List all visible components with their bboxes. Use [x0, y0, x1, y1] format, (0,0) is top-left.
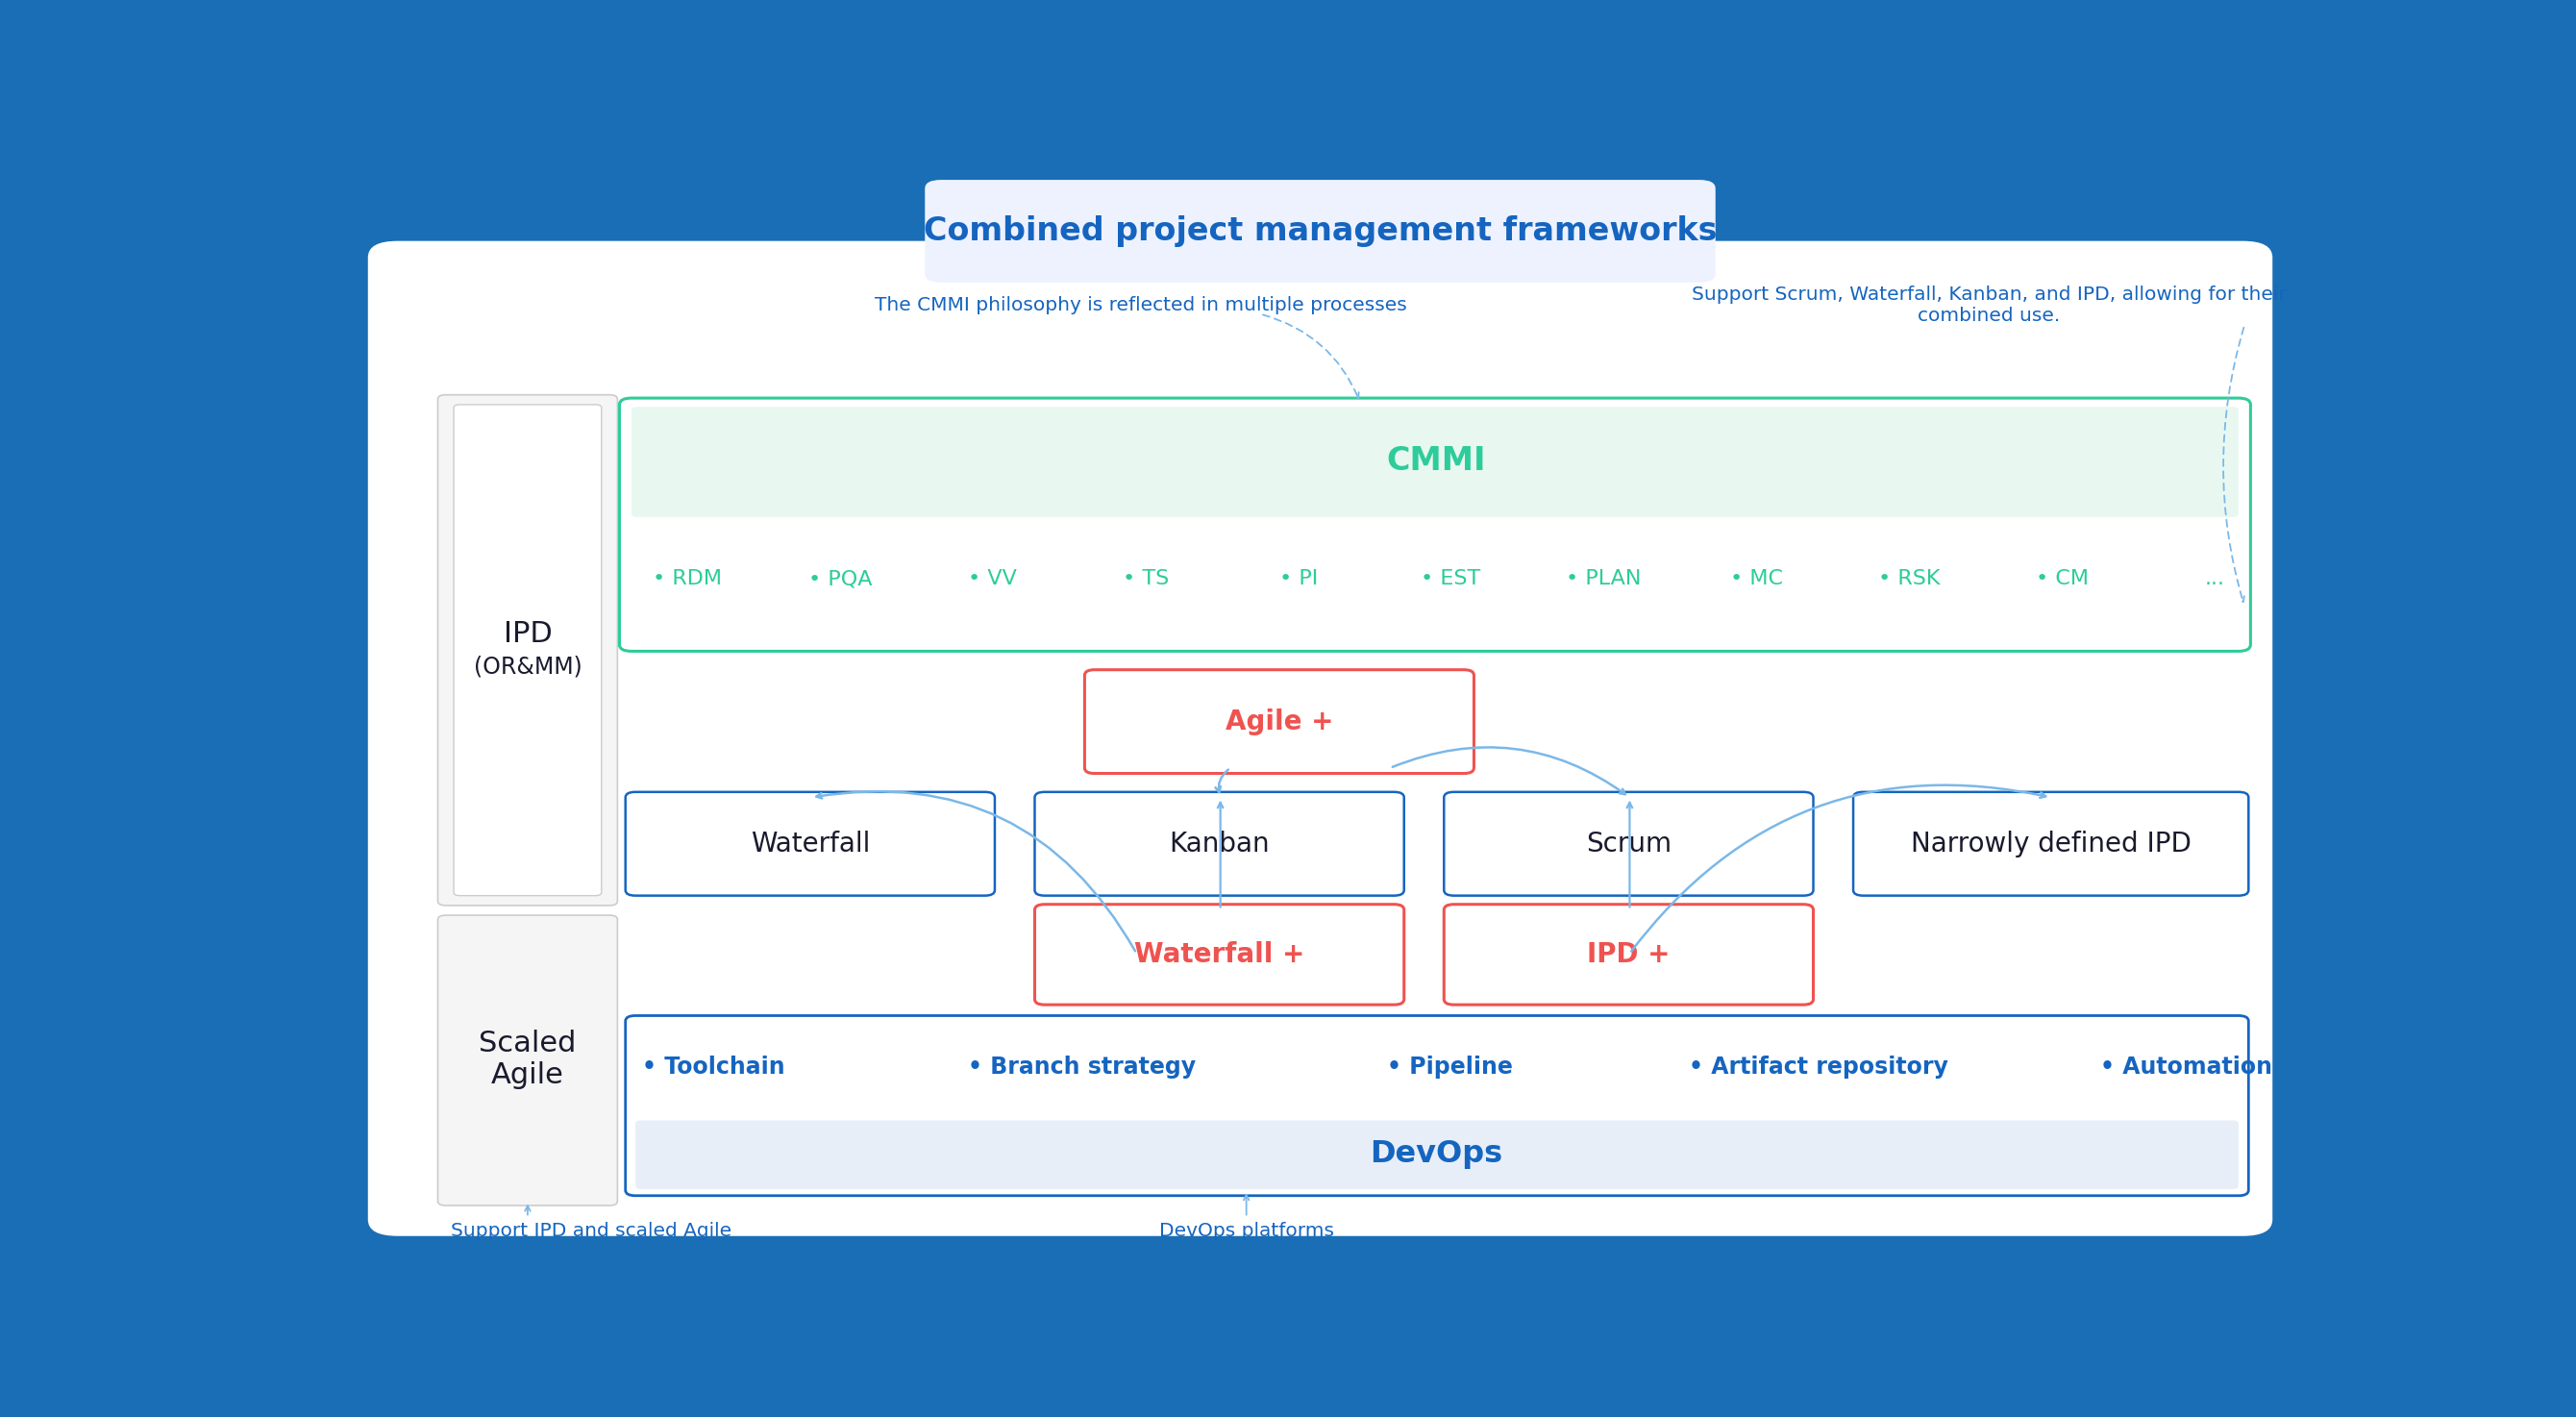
Text: • PQA: • PQA	[809, 570, 873, 589]
Text: Scaled
Agile: Scaled Agile	[479, 1029, 577, 1090]
FancyBboxPatch shape	[636, 1121, 2239, 1189]
Text: Support IPD and scaled Agile: Support IPD and scaled Agile	[451, 1221, 732, 1240]
Text: • RDM: • RDM	[652, 570, 721, 589]
Text: • TS: • TS	[1123, 570, 1170, 589]
Text: IPD: IPD	[502, 619, 551, 648]
FancyBboxPatch shape	[291, 153, 2349, 1278]
FancyBboxPatch shape	[1036, 904, 1404, 1005]
Text: Waterfall +: Waterfall +	[1133, 941, 1303, 968]
FancyBboxPatch shape	[626, 792, 994, 896]
FancyBboxPatch shape	[1852, 792, 2249, 896]
FancyBboxPatch shape	[1084, 670, 1473, 774]
FancyBboxPatch shape	[631, 407, 2239, 517]
FancyBboxPatch shape	[925, 180, 1716, 282]
FancyBboxPatch shape	[618, 398, 2251, 652]
FancyBboxPatch shape	[453, 405, 600, 896]
Text: • VV: • VV	[969, 570, 1018, 589]
FancyBboxPatch shape	[1445, 792, 1814, 896]
Text: • Pipeline: • Pipeline	[1386, 1056, 1512, 1078]
Text: • EST: • EST	[1422, 570, 1481, 589]
FancyBboxPatch shape	[368, 241, 2272, 1236]
Text: (OR&MM): (OR&MM)	[474, 655, 582, 677]
FancyBboxPatch shape	[438, 915, 618, 1206]
Text: Narrowly defined IPD: Narrowly defined IPD	[1911, 830, 2192, 857]
Text: • MC: • MC	[1731, 570, 1783, 589]
FancyBboxPatch shape	[1445, 904, 1814, 1005]
Text: IPD +: IPD +	[1587, 941, 1669, 968]
Text: • Toolchain: • Toolchain	[641, 1056, 786, 1078]
Text: DevOps: DevOps	[1370, 1139, 1502, 1169]
Text: Combined project management frameworks: Combined project management frameworks	[922, 215, 1718, 247]
FancyBboxPatch shape	[626, 1016, 2249, 1196]
FancyBboxPatch shape	[438, 395, 618, 905]
Text: • PLAN: • PLAN	[1566, 570, 1641, 589]
Text: • CM: • CM	[2035, 570, 2089, 589]
Text: Agile +: Agile +	[1226, 708, 1334, 735]
Text: The CMMI philosophy is reflected in multiple processes: The CMMI philosophy is reflected in mult…	[873, 296, 1406, 315]
Text: • Branch strategy: • Branch strategy	[969, 1056, 1195, 1078]
Text: • Artifact repository: • Artifact repository	[1690, 1056, 1947, 1078]
Text: CMMI: CMMI	[1386, 445, 1486, 478]
Text: Kanban: Kanban	[1170, 830, 1270, 857]
Text: DevOps platforms: DevOps platforms	[1159, 1221, 1334, 1240]
Text: Scrum: Scrum	[1587, 830, 1672, 857]
Text: • PI: • PI	[1278, 570, 1316, 589]
Text: • RSK: • RSK	[1878, 570, 1940, 589]
FancyBboxPatch shape	[1036, 792, 1404, 896]
Text: Support Scrum, Waterfall, Kanban, and IPD, allowing for their
combined use.: Support Scrum, Waterfall, Kanban, and IP…	[1692, 286, 2287, 324]
Text: ...: ...	[2205, 570, 2226, 589]
Text: Waterfall: Waterfall	[750, 830, 871, 857]
Text: • Automation: • Automation	[2099, 1056, 2272, 1078]
